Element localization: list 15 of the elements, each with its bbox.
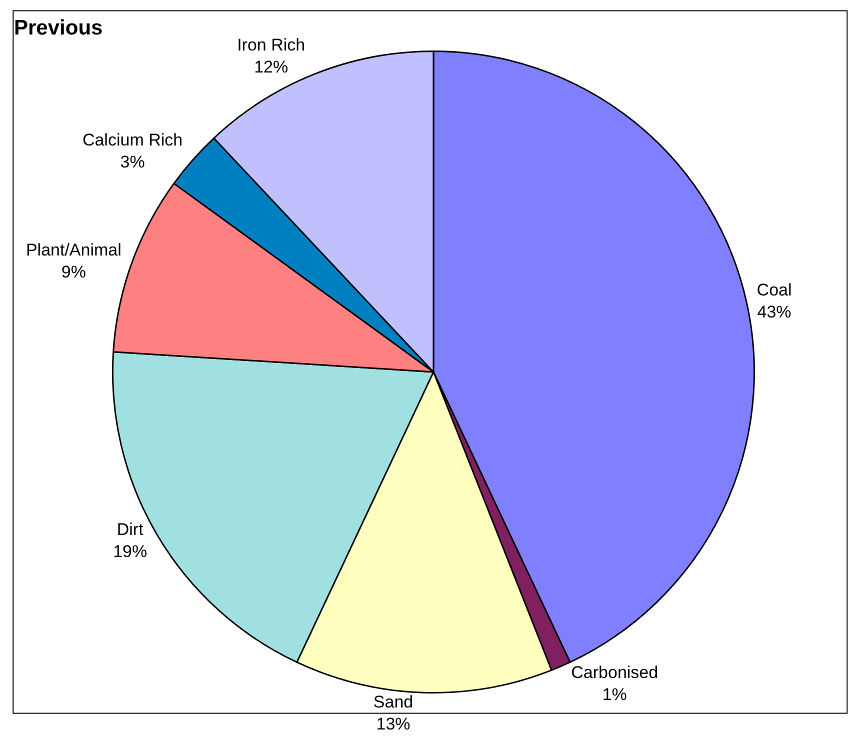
data-label: 9% — [61, 262, 86, 282]
slice-label: Sand — [373, 692, 414, 712]
data-label: 19% — [113, 542, 148, 562]
data-label: 1% — [602, 685, 627, 704]
slice-label: Coal — [756, 280, 792, 300]
data-label: 43% — [757, 302, 792, 322]
slice-label: Plant/Animal — [26, 240, 122, 260]
data-label: 13% — [376, 714, 410, 734]
slice-label: Carbonised — [571, 663, 658, 682]
slice-label: Calcium Rich — [82, 130, 183, 150]
slice-label: Iron Rich — [237, 35, 306, 54]
data-label: 3% — [120, 152, 145, 172]
chart-title: Previous — [14, 16, 103, 40]
slice-label: Dirt — [116, 520, 144, 540]
data-label: 12% — [254, 58, 288, 77]
